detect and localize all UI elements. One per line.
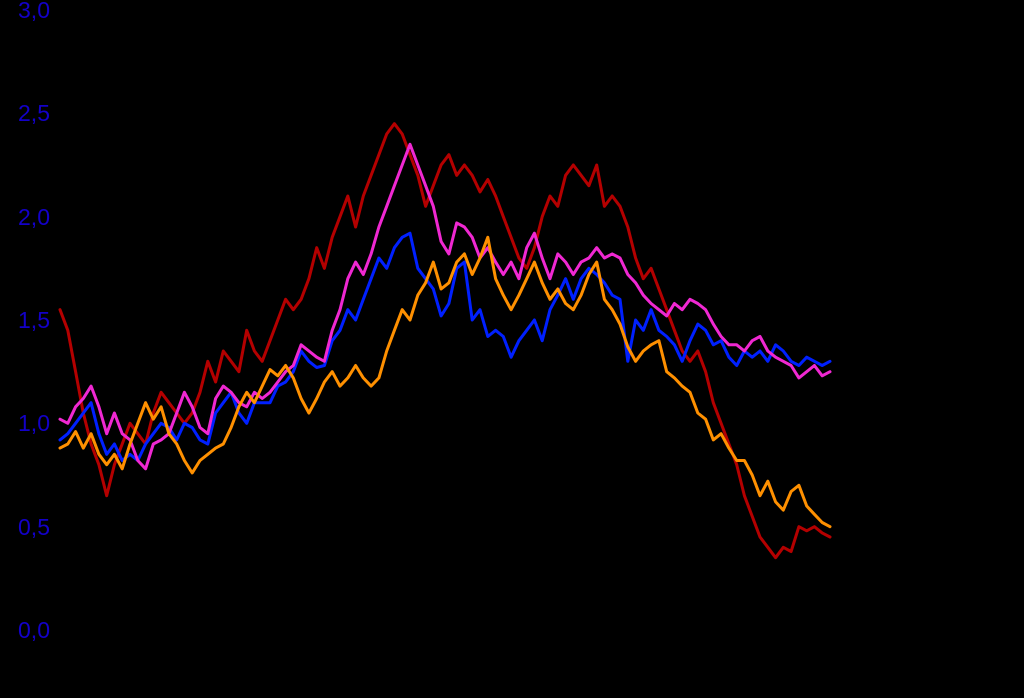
y-tick-label: 2,5 [0,100,50,127]
y-tick-label: 1,0 [0,410,50,437]
y-tick-label: 2,0 [0,204,50,231]
line-chart [0,0,1024,698]
y-tick-label: 3,0 [0,0,50,24]
y-tick-label: 1,5 [0,307,50,334]
series-magenta-line [60,144,830,469]
series-darkred-line [60,124,830,558]
y-tick-label: 0,0 [0,617,50,644]
series-blue-line [60,233,830,460]
series-orange-line [60,237,830,526]
y-tick-label: 0,5 [0,514,50,541]
